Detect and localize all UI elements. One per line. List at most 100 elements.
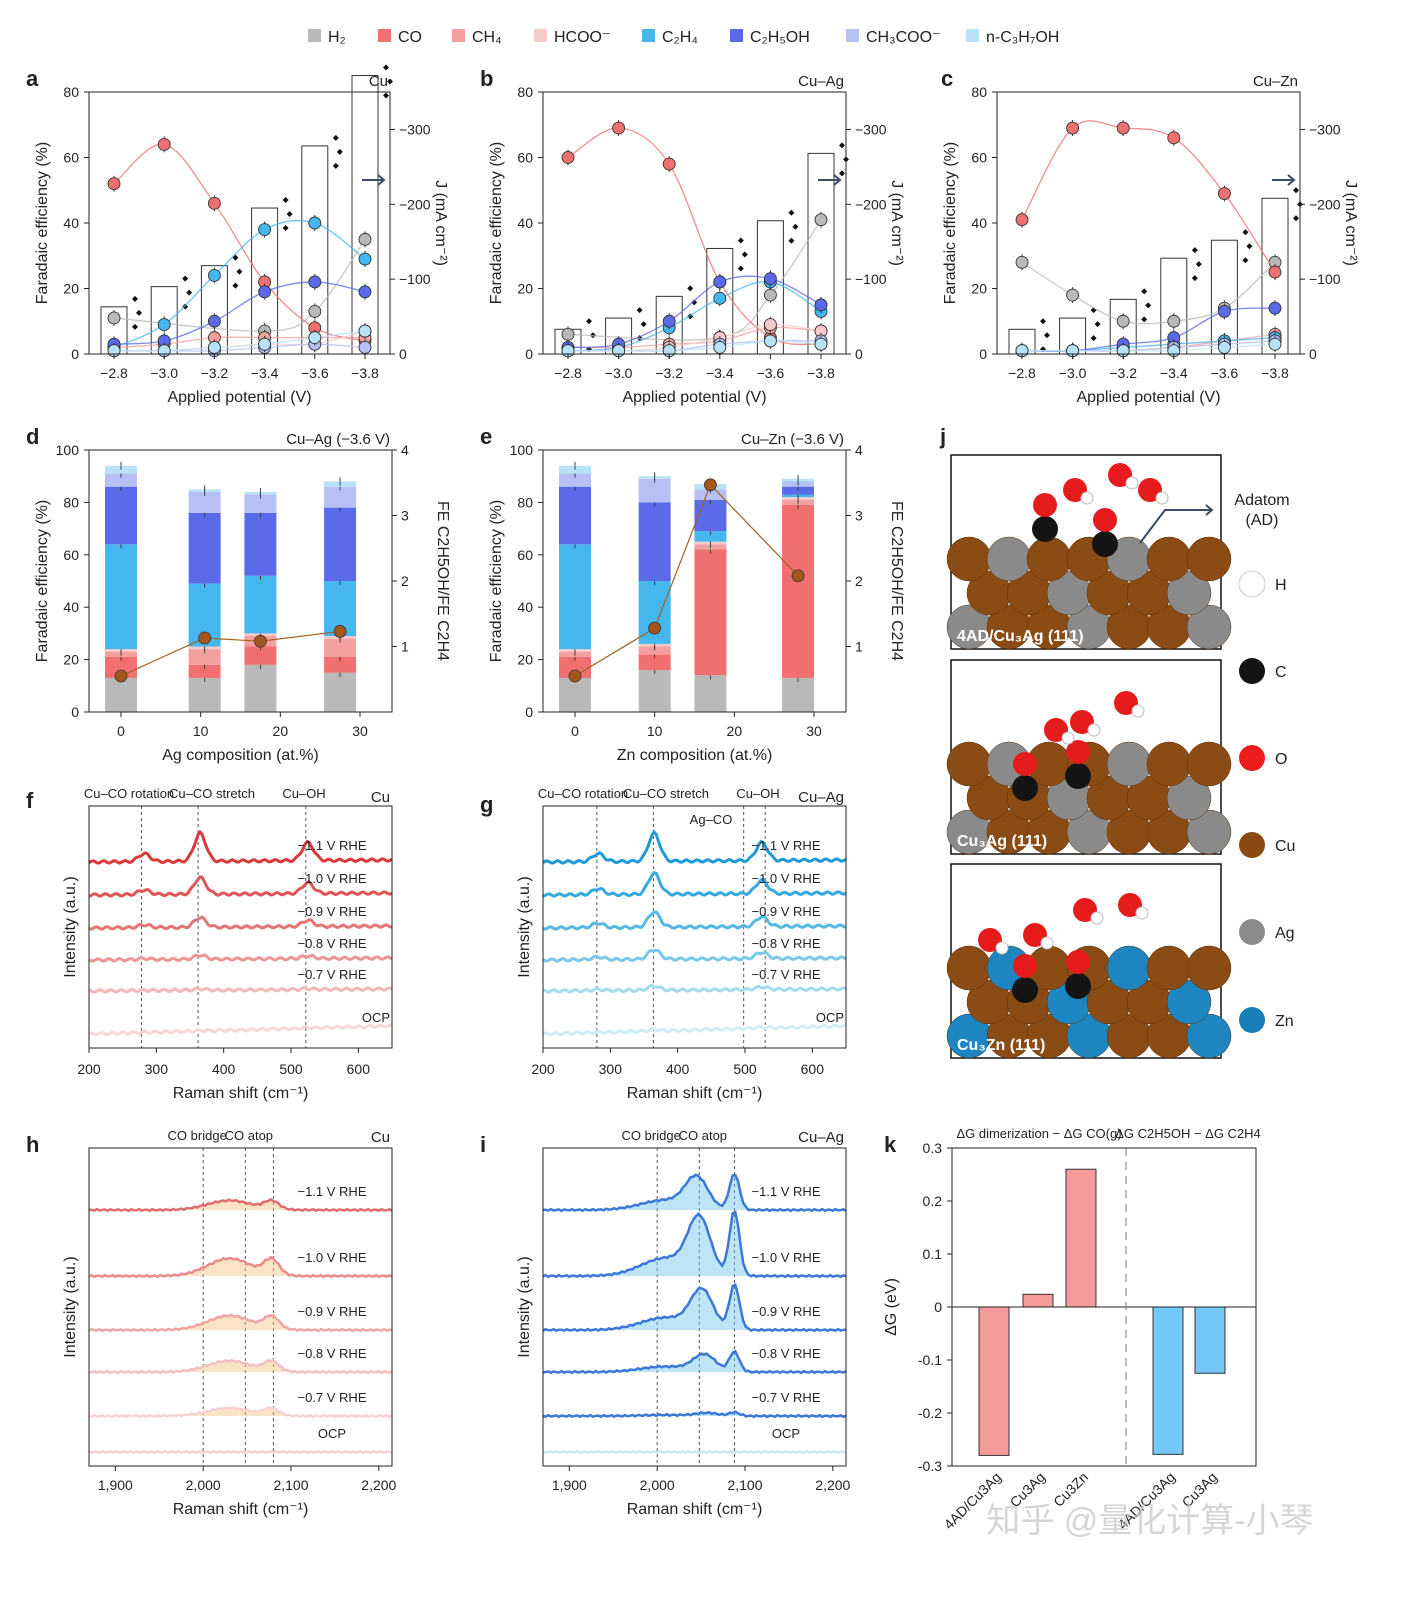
legend-entry-co: CO (378, 29, 422, 46)
y-tick-label: 60 (971, 150, 987, 166)
panel-letter: d (26, 424, 39, 449)
y-tick-label: 80 (517, 84, 533, 100)
data-point-h2 (308, 304, 322, 318)
potential-label: OCP (318, 1426, 346, 1441)
y-axis-label: ΔG (eV) (883, 1278, 900, 1336)
data-point-co (1167, 131, 1181, 145)
y2-axis-label: FE C2H5OH/FE C2H4 (434, 501, 451, 661)
legend-entry-c2h4: C₂H₄ (642, 29, 698, 46)
stack-segment-h2 (638, 670, 671, 712)
stack-segment-co (559, 656, 591, 678)
current-marker (1090, 335, 1097, 342)
fit-area (89, 1257, 392, 1277)
x-axis-label: Raman shift (cm⁻¹) (627, 1085, 763, 1102)
current-marker (182, 303, 189, 310)
y2-axis-label: J (mA cm⁻²) (1342, 180, 1359, 266)
model-label: 4AD/Cu₃Ag (111) (957, 628, 1084, 645)
current-bar (351, 75, 379, 355)
current-marker (1191, 275, 1198, 282)
y-tick-label: 0 (934, 1299, 942, 1315)
alloy-atom (1186, 809, 1232, 855)
stack-segment-c2h5oh (694, 499, 727, 532)
watermark: 知乎 @量化计算-小琴 (986, 1502, 1313, 1540)
current-marker (839, 170, 845, 177)
spectrum-line (542, 984, 847, 994)
spectrum-line (88, 1197, 393, 1213)
y2-tick-label: −300 (855, 121, 887, 137)
stack-segment-ch3coo (638, 478, 671, 503)
potential-label: OCP (772, 1426, 800, 1441)
x-axis-label: Ag composition (at.%) (162, 747, 319, 764)
panel-f: f Cu −1.1 V RHE −1.0 V RHE −0.9 V RHE −0.8 V … (26, 786, 393, 1102)
y2-tick-label: 3 (401, 508, 409, 524)
legend-label: C₂H₅OH (750, 29, 810, 46)
y-tick-label: 20 (971, 281, 987, 297)
panel-title: Cu (371, 1129, 390, 1146)
y-tick-label: 20 (517, 652, 533, 668)
current-marker (132, 295, 138, 302)
stack-segment-c2h4 (244, 575, 277, 634)
current-marker (1191, 247, 1198, 254)
x-tick-label: −3.2 (655, 365, 683, 381)
x-tick-label: 2,200 (815, 1477, 850, 1493)
current-marker (336, 148, 343, 155)
current-marker (282, 225, 289, 232)
series-line-co (1021, 120, 1276, 273)
stack-segment-h2 (559, 677, 591, 712)
panel-title: Cu–Zn (−3.6 V) (741, 431, 844, 448)
x-tick-label: 2,000 (640, 1477, 675, 1493)
y-tick-label: 20 (63, 652, 79, 668)
spectrum-line (542, 948, 847, 963)
data-point-c2h4 (713, 291, 727, 305)
group-label: ΔG C2H5OH − ΔG C2H4 (1115, 1126, 1261, 1141)
data-point-co (1116, 121, 1130, 135)
data-point-co (1015, 213, 1029, 227)
stack-segment-co (244, 646, 277, 665)
ratio-line (574, 483, 799, 677)
fit-area (543, 1284, 846, 1331)
data-point-hcoo (763, 318, 777, 331)
axis-arrow (1272, 174, 1296, 186)
data-point-h2 (1015, 255, 1029, 269)
atom-legend-label: O (1275, 751, 1287, 768)
current-marker (1242, 229, 1249, 236)
current-marker (1141, 288, 1148, 295)
hydrogen-atom (1155, 491, 1169, 505)
x-tick-label: −2.8 (100, 365, 128, 381)
spectrum-line (542, 1349, 847, 1375)
legend-entry-ch4: CH₄ (452, 29, 502, 46)
potential-label: −1.1 V RHE (751, 1184, 820, 1199)
atom-legend-cu-icon (1239, 832, 1265, 858)
data-point-c2h5oh (763, 272, 777, 286)
y-axis-label: Intensity (a.u.) (62, 876, 79, 977)
stack-segment-co (782, 505, 815, 678)
data-point-h2 (1066, 288, 1080, 302)
legend-entry-ch3coo: CH₃COO⁻ (846, 29, 941, 46)
panel-c: c Cu–Zn 0 20 40 60 80 0 −100 −200 −300 −2.8 −3.0 −3.2… (941, 66, 1359, 406)
stack-segment-ch3coo (324, 486, 357, 508)
potential-label: −0.7 V RHE (751, 1390, 820, 1405)
y-tick-label: 0 (525, 346, 533, 362)
alloy-atom (1106, 741, 1152, 787)
plot-frame (88, 91, 391, 355)
peak-label: Cu–CO rotation (538, 786, 628, 801)
panel-title: Cu–Ag (798, 789, 844, 806)
ratio-line (120, 630, 341, 677)
y-axis-label: Intensity (a.u.) (62, 1256, 79, 1357)
peak-label: Cu–CO rotation (84, 786, 174, 801)
data-point-c2h4 (358, 252, 372, 266)
data-point-h2 (1167, 314, 1181, 328)
current-marker (1094, 321, 1101, 328)
data-point-c2h5oh (308, 275, 322, 289)
y2-axis-label: FE C2H5OH/FE C2H4 (888, 501, 905, 661)
data-point-co (107, 177, 121, 191)
carbon-atom (1012, 977, 1038, 1003)
x-tick-label: 30 (806, 723, 822, 739)
x-tick-label: −2.8 (1008, 365, 1036, 381)
current-marker (687, 285, 694, 292)
stack-segment-co (324, 656, 357, 673)
spectrum-line (88, 953, 393, 963)
data-point-co (662, 157, 676, 171)
x-tick-label: 10 (193, 723, 209, 739)
stack-segment-c2h5oh (559, 486, 591, 545)
